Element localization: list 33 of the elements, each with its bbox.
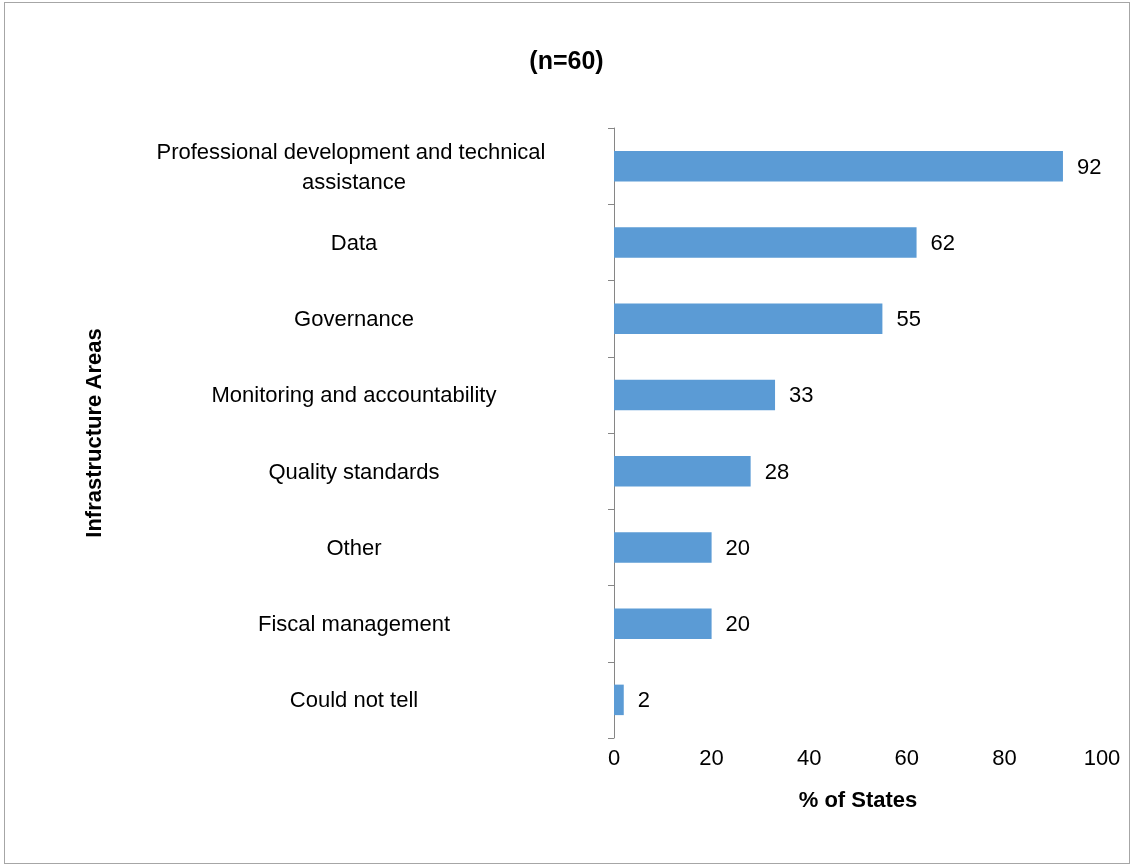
data-label: 33 bbox=[789, 382, 814, 408]
x-tick-label: 100 bbox=[1083, 744, 1121, 770]
y-tick-label: Other bbox=[326, 534, 382, 560]
x-tick-label: 20 bbox=[699, 744, 724, 770]
data-label: 55 bbox=[896, 306, 921, 332]
y-tick-label: Could not tell bbox=[289, 687, 419, 713]
data-label: 92 bbox=[1076, 153, 1102, 179]
bar bbox=[614, 455, 751, 487]
y-tick-label: Fiscal management bbox=[258, 611, 450, 637]
x-tick-label: 40 bbox=[796, 744, 822, 770]
data-label: 62 bbox=[930, 229, 956, 255]
y-tick-label: Governance bbox=[294, 306, 414, 332]
y-tick-label: Monitoring and accountability bbox=[211, 382, 497, 408]
bar bbox=[614, 379, 776, 411]
bar bbox=[614, 608, 712, 639]
x-tick-label: 0 bbox=[607, 744, 621, 770]
y-tick-label: Data bbox=[330, 229, 378, 255]
data-label: 2 bbox=[637, 687, 651, 713]
data-label: 20 bbox=[725, 611, 751, 637]
bar bbox=[614, 227, 917, 258]
x-tick-label: 60 bbox=[894, 744, 920, 770]
y-tick-label: Quality standards bbox=[268, 458, 440, 484]
y-tick-label: Professional development and technical assistance bbox=[156, 138, 552, 194]
bar bbox=[614, 303, 883, 334]
bar bbox=[614, 684, 624, 716]
chart-title: (n=60) bbox=[529, 45, 604, 74]
x-axis-title: % of States bbox=[798, 786, 918, 812]
bar bbox=[614, 532, 712, 563]
data-label: 20 bbox=[725, 534, 751, 560]
data-label: 28 bbox=[764, 458, 790, 484]
bar bbox=[614, 150, 1063, 182]
y-axis-title: Infrastructure Areas bbox=[80, 328, 106, 538]
x-tick-label: 80 bbox=[992, 744, 1017, 770]
